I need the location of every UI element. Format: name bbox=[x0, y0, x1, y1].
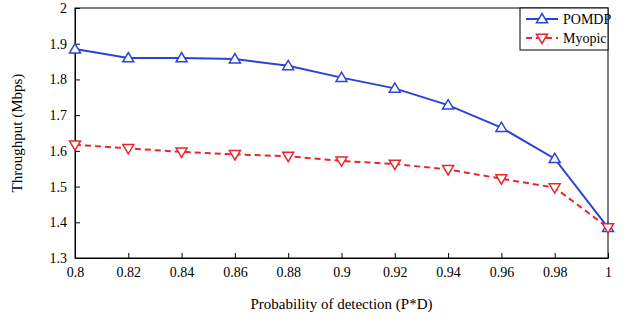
x-tick-mark bbox=[235, 253, 236, 258]
legend-marker bbox=[537, 34, 548, 43]
y-tick-label: 1.8 bbox=[50, 72, 68, 87]
y-axis-title: Throughput (Mbps) bbox=[9, 74, 26, 193]
y-tick: 1.5 bbox=[50, 180, 81, 195]
x-tick-mark bbox=[608, 253, 609, 258]
series-marker bbox=[283, 152, 294, 161]
x-tick-label: 0.82 bbox=[117, 265, 142, 280]
legend-label: POMDP bbox=[563, 12, 611, 27]
y-tick-label: 1.7 bbox=[50, 108, 68, 123]
x-tick-label: 0.88 bbox=[276, 265, 301, 280]
series-marker bbox=[336, 72, 347, 81]
series-marker bbox=[70, 141, 81, 150]
x-axis-line bbox=[76, 258, 609, 259]
y-tick-label: 1.4 bbox=[50, 215, 68, 230]
x-axis: 0.8 0.82 0.84 0.86 0.88 0.9 0.92 0.94 0.96 0.98 1 bbox=[67, 253, 612, 280]
x-tick-label: 0.94 bbox=[436, 265, 461, 280]
series-marker bbox=[123, 53, 134, 62]
y-tick: 1.4 bbox=[50, 215, 81, 230]
chart: 0.8 0.82 0.84 0.86 0.88 0.9 0.92 0.94 0.96 0.98 1 1… bbox=[0, 0, 624, 319]
x-tick: 0.86 bbox=[223, 253, 248, 280]
series-marker bbox=[229, 151, 240, 160]
x-tick: 0.84 bbox=[170, 253, 195, 280]
legend-label: Myopic bbox=[563, 31, 607, 46]
x-tick-label: 0.9 bbox=[333, 265, 351, 280]
x-tick-label: 0.84 bbox=[170, 265, 195, 280]
x-tick: 0.92 bbox=[383, 253, 408, 280]
y-tick-label: 2 bbox=[60, 1, 67, 16]
x-tick: 0.98 bbox=[543, 253, 568, 280]
x-tick-mark bbox=[288, 253, 289, 258]
y-tick-mark bbox=[75, 115, 80, 116]
x-tick-mark bbox=[182, 253, 183, 258]
y-axis: 1.3 1.4 1.5 1.6 1.7 1.8 1.9 2 bbox=[50, 1, 81, 266]
x-tick-mark bbox=[555, 253, 556, 258]
x-tick-label: 0.8 bbox=[67, 265, 85, 280]
series-marker bbox=[176, 148, 187, 157]
series-marker bbox=[549, 153, 560, 162]
x-tick-mark bbox=[448, 253, 449, 258]
series-marker bbox=[603, 224, 614, 233]
x-tick-label: 0.86 bbox=[223, 265, 248, 280]
plot: 0.8 0.82 0.84 0.86 0.88 0.9 0.92 0.94 0.96 0.98 1 1… bbox=[50, 1, 614, 280]
series-line bbox=[75, 49, 608, 228]
series-line bbox=[75, 145, 608, 228]
series-marker bbox=[336, 157, 347, 166]
x-tick: 0.9 bbox=[333, 253, 351, 280]
plot-frame bbox=[75, 8, 608, 258]
series-marker bbox=[176, 53, 187, 62]
x-tick: 0.88 bbox=[276, 253, 301, 280]
y-tick-mark bbox=[75, 8, 80, 9]
series-marker bbox=[549, 184, 560, 193]
y-tick-label: 1.9 bbox=[50, 37, 68, 52]
x-tick-label: 0.96 bbox=[490, 265, 515, 280]
y-tick-mark bbox=[75, 151, 80, 152]
series-marker bbox=[70, 44, 81, 53]
series-marker bbox=[443, 100, 454, 109]
y-tick: 1.8 bbox=[50, 72, 81, 87]
y-tick-label: 1.6 bbox=[50, 144, 68, 159]
x-tick-label: 1 bbox=[605, 265, 612, 280]
series-marker bbox=[389, 83, 400, 92]
x-tick: 1 bbox=[605, 253, 612, 280]
legend: POMDP Myopic bbox=[520, 8, 611, 50]
y-tick-mark bbox=[75, 79, 80, 80]
x-tick: 0.82 bbox=[117, 253, 142, 280]
legend-marker bbox=[537, 14, 548, 23]
series-marker bbox=[443, 166, 454, 175]
y-tick-mark bbox=[75, 258, 80, 259]
y-tick: 1.7 bbox=[50, 108, 81, 123]
series-marker bbox=[123, 145, 134, 154]
y-tick-label: 1.5 bbox=[50, 180, 68, 195]
y-tick-mark bbox=[75, 222, 80, 223]
x-tick: 0.94 bbox=[436, 253, 461, 280]
x-tick-label: 0.92 bbox=[383, 265, 408, 280]
x-tick: 0.96 bbox=[490, 253, 515, 280]
series-marker bbox=[389, 160, 400, 169]
x-tick-mark bbox=[342, 253, 343, 258]
x-tick-mark bbox=[501, 253, 502, 258]
series-marker bbox=[496, 175, 507, 184]
series-marker bbox=[496, 122, 507, 131]
series-group bbox=[70, 44, 614, 234]
series-marker bbox=[229, 54, 240, 63]
x-tick-label: 0.98 bbox=[543, 265, 568, 280]
y-tick-label: 1.3 bbox=[50, 251, 68, 266]
series-marker bbox=[283, 60, 294, 69]
y-tick: 1.3 bbox=[50, 251, 81, 266]
x-tick-mark bbox=[395, 253, 396, 258]
x-tick-mark bbox=[128, 253, 129, 258]
y-tick-mark bbox=[75, 187, 80, 188]
y-tick: 2 bbox=[60, 1, 80, 16]
x-axis-title: Probability of detection (P*D) bbox=[250, 296, 432, 313]
